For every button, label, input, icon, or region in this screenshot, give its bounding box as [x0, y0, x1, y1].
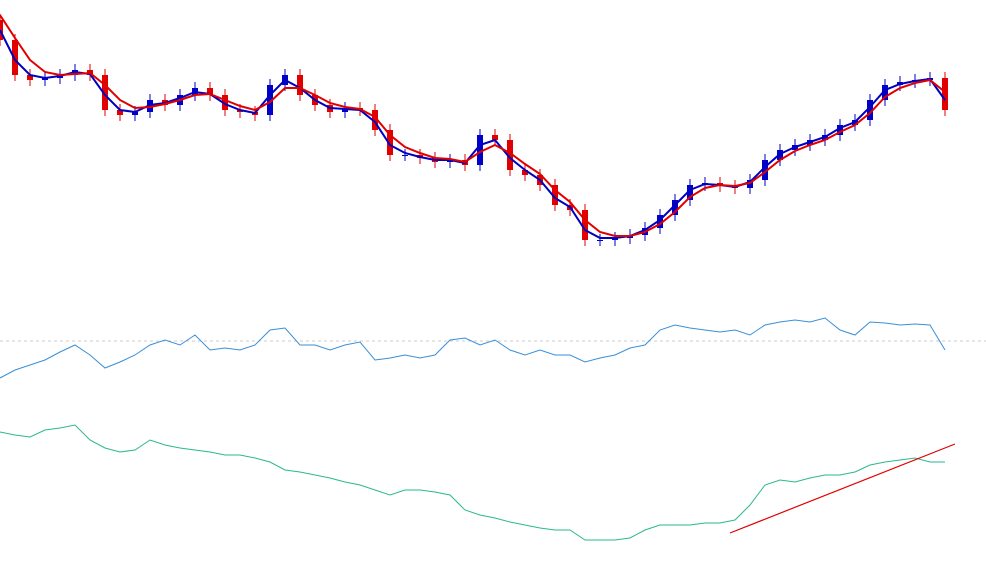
- candle-body: [12, 40, 18, 75]
- candle-body: [882, 85, 888, 100]
- candle-body: [267, 85, 273, 115]
- candle-body: [372, 110, 378, 130]
- candle-body: [837, 125, 843, 135]
- trend-line: [729, 443, 956, 534]
- candle-body: [597, 240, 603, 241]
- indicator-line: [0, 317, 946, 379]
- candle-body: [552, 185, 558, 205]
- candle-body: [942, 78, 948, 110]
- candle-body: [207, 88, 213, 95]
- indicator-line: [0, 424, 945, 541]
- candle-body: [582, 210, 588, 240]
- candle-body: [492, 135, 498, 140]
- candle-body: [402, 155, 408, 156]
- candle-body: [132, 112, 138, 115]
- moving-average: [0, 29, 946, 239]
- candle-body: [687, 185, 693, 200]
- candle-body: [867, 100, 873, 120]
- candle-body: [522, 170, 528, 175]
- candle-body: [297, 75, 303, 95]
- candle-body: [387, 130, 393, 155]
- candle-body: [222, 95, 228, 110]
- candle-body: [672, 200, 678, 215]
- candle-body: [477, 135, 483, 165]
- moving-average: [0, 14, 946, 237]
- candle-body: [117, 110, 123, 115]
- candle-body: [507, 140, 513, 170]
- candle-body: [657, 215, 663, 228]
- candle-body: [102, 75, 108, 110]
- candle-body: [762, 160, 768, 180]
- candle-body: [0, 20, 3, 40]
- candle-body: [27, 75, 33, 80]
